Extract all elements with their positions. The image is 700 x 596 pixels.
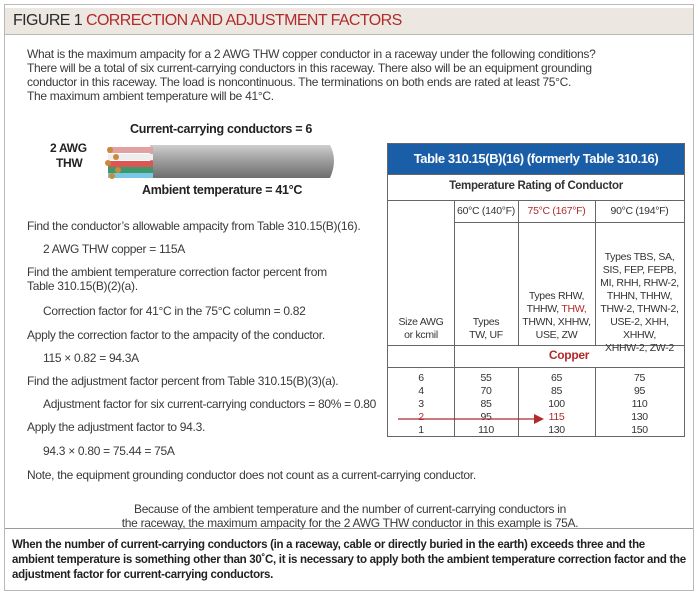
conclusion-line: Because of the ambient temperature and t… (133, 502, 566, 516)
cable-illustration (105, 145, 334, 179)
step-text: Find the ambient temperature correction … (27, 265, 327, 279)
figure-label: FIGURE 1 (13, 12, 83, 29)
table-cell: 130 (631, 411, 648, 423)
intro-line: What is the maximum ampacity for a 2 AWG… (27, 47, 596, 61)
table-cell: 55 (480, 372, 492, 384)
table-cell: 75 (633, 372, 646, 384)
table-cell: 2 (418, 411, 424, 423)
table-title: Table 310.15(B)(16) (formerly Table 310.… (388, 144, 684, 174)
step-value: 2 AWG THW copper = 115A (43, 242, 185, 256)
step-text: Table 310.15(B)(2)(a). (27, 279, 138, 293)
step-text: Apply the adjustment factor to 94.3. (27, 420, 205, 434)
table-cell: 65 (550, 372, 563, 384)
step-text: Find the conductor’s allowable ampacity … (27, 219, 361, 233)
col-temp-75: 75°C (167°F) (527, 205, 586, 217)
ampacity-table: Table 310.15(B)(16) (formerly Table 310.… (387, 143, 685, 437)
table-cell: 95 (480, 411, 492, 423)
step-value: 115 × 0.82 = 94.3A (43, 351, 139, 365)
col-temp-90: 90°C (194°F) (610, 205, 669, 217)
table-cell: 4 (418, 385, 424, 397)
col-types-75: Types RHW, THHW, THW, THWN, XHHW, USE, ZW (522, 290, 591, 341)
table-cell: 130 (548, 424, 565, 436)
divider (5, 528, 693, 529)
step-text: Apply the correction factor to the ampac… (27, 328, 325, 342)
table-cell: 115 (548, 411, 565, 423)
figure-header: FIGURE 1 CORRECTION AND ADJUSTMENT FACTOR… (5, 8, 693, 35)
footer-line: adjustment factor for current-carrying c… (12, 569, 274, 581)
step-value: 94.3 × 0.80 = 75.44 = 75A (43, 444, 175, 458)
material-label: Copper (548, 348, 590, 362)
conductors-label: Current-carrying conductors = 6 (130, 122, 313, 136)
table-cell: 110 (478, 424, 494, 436)
table-cell: 1 (418, 424, 424, 436)
table-cell: 85 (550, 385, 563, 397)
intro-line: conductor in this raceway. The load is n… (27, 75, 572, 89)
table-cell: 110 (631, 398, 648, 410)
table-cell: 3 (418, 398, 424, 410)
step-value: Correction factor for 41°C in the 75°C c… (43, 304, 306, 318)
step-text: Find the adjustment factor percent from … (27, 374, 339, 388)
footer-line: When the number of current-carrying cond… (12, 539, 645, 551)
table-cell: 85 (480, 398, 492, 410)
ambient-label: Ambient temperature = 41°C (142, 183, 303, 197)
highlight-arrow (398, 414, 544, 424)
figure-frame (4, 4, 694, 591)
table-cell: 150 (631, 424, 648, 436)
col-temp-60: 60°C (140°F) (457, 205, 515, 217)
table-cell: 100 (548, 398, 565, 410)
step-value: Adjustment factor for six current-carryi… (43, 397, 377, 411)
footer-line: ambient temperature is something other t… (12, 554, 686, 566)
intro-line: The maximum ambient temperature will be … (27, 89, 274, 103)
table-cell: 70 (480, 385, 492, 397)
col-types-60: Types TW, UF (469, 316, 503, 341)
intro-line: There will be a total of six current-car… (27, 61, 592, 75)
type-label: THW (56, 156, 83, 170)
conclusion-line: the raceway, the maximum ampacity for th… (121, 516, 579, 530)
table-cell: 6 (418, 372, 424, 384)
size-header: Size AWG or kcmil (398, 316, 444, 341)
col-types-90: Types TBS, SA, SIS, FEP, FEPB, MI, RHH, RH… (600, 251, 679, 354)
table-cell: 95 (633, 385, 646, 397)
figure-title: CORRECTION AND ADJUSTMENT FACTORS (86, 12, 402, 29)
table-subtitle: Temperature Rating of Conductor (449, 180, 623, 192)
note-text: Note, the equipment grounding conductor … (27, 468, 476, 482)
size-label: 2 AWG (50, 141, 87, 155)
